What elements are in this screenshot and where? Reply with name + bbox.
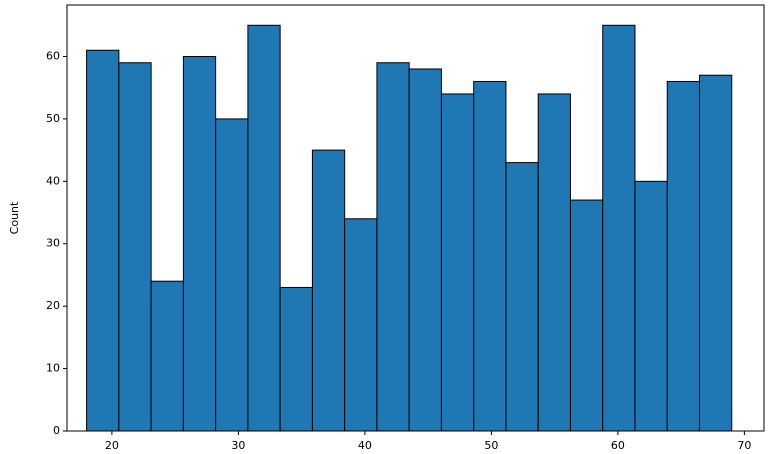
bar bbox=[698, 74, 733, 432]
x-tick-label: 20 bbox=[105, 439, 119, 452]
y-axis-label: Count bbox=[8, 201, 21, 234]
bar bbox=[666, 80, 700, 432]
bar bbox=[505, 162, 539, 432]
bar bbox=[150, 280, 184, 432]
bar bbox=[408, 68, 442, 432]
x-tick-label: 70 bbox=[737, 439, 751, 452]
x-tick-label: 60 bbox=[611, 439, 625, 452]
bar bbox=[215, 118, 249, 432]
y-tick-label: 10 bbox=[46, 362, 60, 375]
y-tick-label: 60 bbox=[46, 49, 60, 62]
bar bbox=[279, 286, 313, 432]
bar bbox=[602, 24, 636, 432]
y-tick-label: 40 bbox=[46, 174, 60, 187]
bar bbox=[247, 24, 281, 432]
y-tick-label: 0 bbox=[53, 424, 60, 437]
x-tick-label: 40 bbox=[358, 439, 372, 452]
y-tick-label: 20 bbox=[46, 299, 60, 312]
bar bbox=[376, 62, 410, 432]
bar bbox=[634, 180, 668, 432]
bar bbox=[86, 49, 120, 432]
bar bbox=[118, 62, 152, 432]
x-tick-label: 30 bbox=[231, 439, 245, 452]
bar bbox=[182, 55, 217, 432]
bar bbox=[344, 218, 378, 432]
bar bbox=[440, 93, 475, 432]
bar bbox=[311, 149, 346, 432]
y-tick-label: 50 bbox=[46, 112, 60, 125]
plot-frame bbox=[66, 4, 765, 432]
y-tick-label: 30 bbox=[46, 237, 60, 250]
x-tick-label: 50 bbox=[484, 439, 498, 452]
bar bbox=[537, 93, 571, 432]
bar bbox=[473, 80, 507, 432]
bar bbox=[569, 199, 604, 432]
